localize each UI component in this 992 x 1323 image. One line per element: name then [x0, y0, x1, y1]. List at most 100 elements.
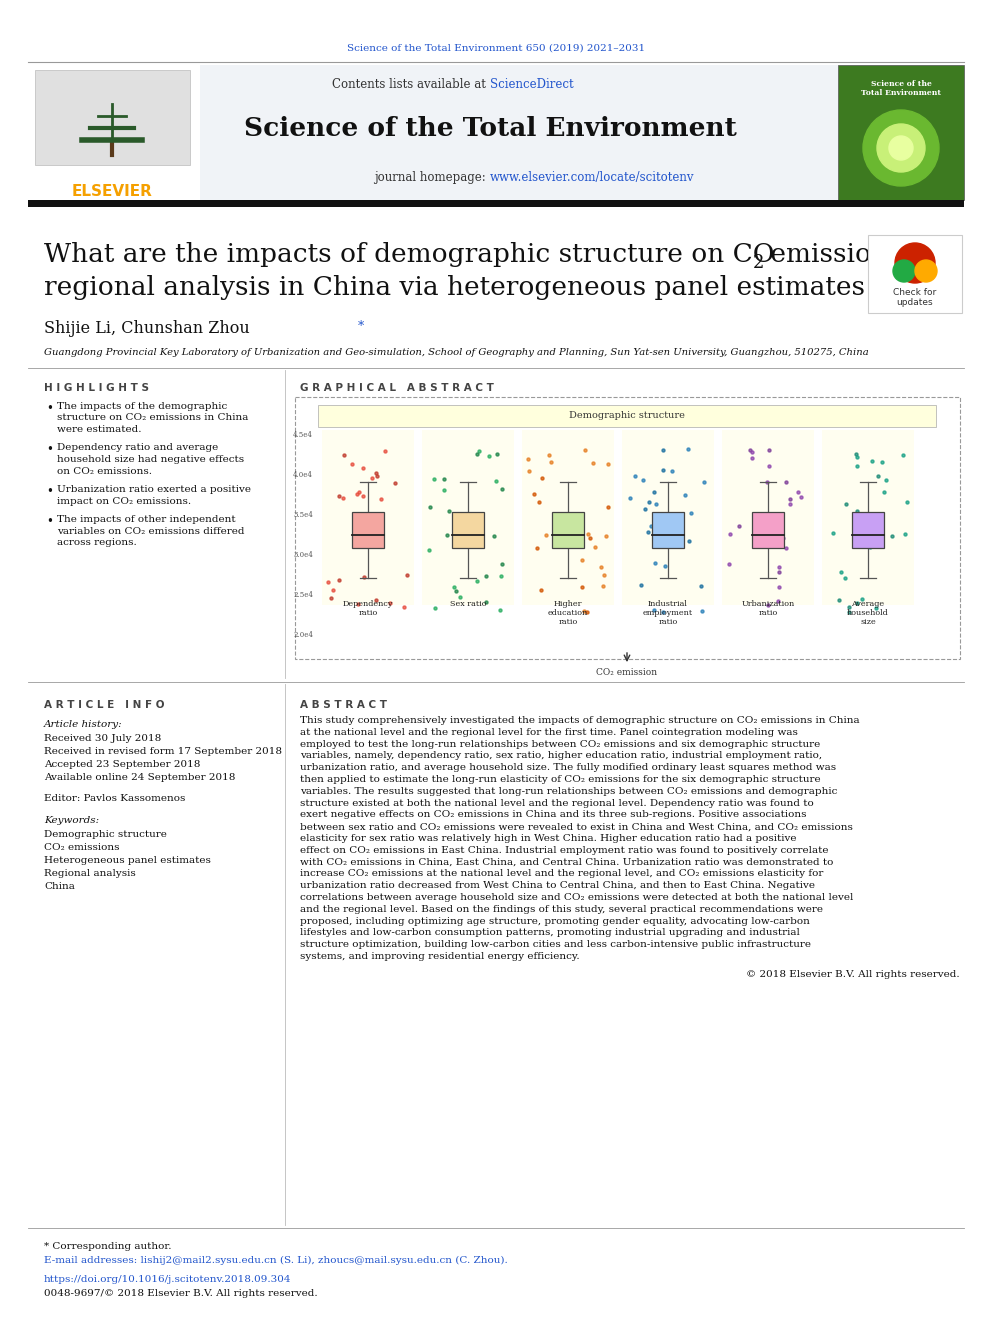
Bar — [652, 512, 684, 548]
Text: between sex ratio and CO₂ emissions were revealed to exist in China and West Chi: between sex ratio and CO₂ emissions were… — [300, 822, 853, 831]
Text: Guangdong Provincial Key Laboratory of Urbanization and Geo-simulation, School o: Guangdong Provincial Key Laboratory of U… — [44, 348, 869, 357]
Text: The impacts of other independent: The impacts of other independent — [57, 515, 236, 524]
Text: emissions? A: emissions? A — [762, 242, 943, 267]
Bar — [295, 397, 960, 659]
Text: Accepted 23 September 2018: Accepted 23 September 2018 — [44, 759, 200, 769]
Text: This study comprehensively investigated the impacts of demographic structure on : This study comprehensively investigated … — [300, 716, 860, 725]
Bar — [838, 65, 964, 200]
Text: •: • — [46, 443, 53, 456]
Text: Science of the
Total Environment: Science of the Total Environment — [861, 79, 941, 97]
Bar — [452, 512, 484, 548]
Text: were estimated.: were estimated. — [57, 425, 142, 434]
Text: 2.0e4: 2.0e4 — [293, 631, 313, 639]
Text: Shijie Li, Chunshan Zhou: Shijie Li, Chunshan Zhou — [44, 320, 250, 337]
Bar — [622, 430, 714, 605]
Text: •: • — [46, 515, 53, 528]
Text: effect on CO₂ emissions in East China. Industrial employment ratio was found to : effect on CO₂ emissions in East China. I… — [300, 845, 828, 855]
Text: 4.5e4: 4.5e4 — [293, 431, 313, 439]
Text: urbanization ratio, and average household size. The fully modified ordinary leas: urbanization ratio, and average househol… — [300, 763, 836, 773]
Bar — [28, 65, 964, 200]
Text: 3.0e4: 3.0e4 — [294, 550, 313, 560]
Bar — [322, 430, 414, 605]
Bar — [28, 200, 964, 206]
Text: Editor: Pavlos Kassomenos: Editor: Pavlos Kassomenos — [44, 794, 186, 803]
Bar — [422, 430, 514, 605]
Text: and the regional level. Based on the findings of this study, several practical r: and the regional level. Based on the fin… — [300, 905, 823, 914]
Bar — [35, 70, 190, 165]
Text: ELSEVIER: ELSEVIER — [71, 184, 153, 200]
Text: 0048-9697/© 2018 Elsevier B.V. All rights reserved.: 0048-9697/© 2018 Elsevier B.V. All right… — [44, 1289, 317, 1298]
Text: www.elsevier.com/locate/scitotenv: www.elsevier.com/locate/scitotenv — [490, 172, 694, 184]
Text: CO₂ emissions: CO₂ emissions — [44, 843, 119, 852]
Circle shape — [895, 243, 935, 283]
Text: impact on CO₂ emissions.: impact on CO₂ emissions. — [57, 496, 191, 505]
Text: elasticity for sex ratio was relatively high in West China. Higher education rat: elasticity for sex ratio was relatively … — [300, 833, 797, 843]
Bar — [318, 405, 936, 427]
Text: A B S T R A C T: A B S T R A C T — [300, 700, 387, 710]
Text: variables on CO₂ emissions differed: variables on CO₂ emissions differed — [57, 527, 244, 536]
Circle shape — [863, 110, 939, 187]
Text: ScienceDirect: ScienceDirect — [490, 78, 573, 91]
Text: Demographic structure: Demographic structure — [44, 830, 167, 839]
Bar — [28, 65, 200, 200]
Text: structure optimization, building low-carbon cities and less carbon-intensive pub: structure optimization, building low-car… — [300, 941, 811, 949]
Text: Urbanization ratio exerted a positive: Urbanization ratio exerted a positive — [57, 486, 251, 493]
Text: Urbanization
ratio: Urbanization ratio — [741, 601, 795, 618]
Circle shape — [915, 261, 937, 282]
Text: structure on CO₂ emissions in China: structure on CO₂ emissions in China — [57, 414, 248, 422]
Text: Dependency ratio and average: Dependency ratio and average — [57, 443, 218, 452]
Text: household size had negative effects: household size had negative effects — [57, 455, 244, 464]
Text: across regions.: across regions. — [57, 538, 137, 546]
Text: © 2018 Elsevier B.V. All rights reserved.: © 2018 Elsevier B.V. All rights reserved… — [746, 970, 960, 979]
Bar — [868, 235, 962, 314]
Bar — [852, 512, 884, 548]
Text: Sex ratio: Sex ratio — [449, 601, 486, 609]
Text: correlations between average household size and CO₂ emissions were detected at b: correlations between average household s… — [300, 893, 853, 902]
Text: regional analysis in China via heterogeneous panel estimates: regional analysis in China via heterogen… — [44, 275, 865, 300]
Text: * Corresponding author.: * Corresponding author. — [44, 1242, 172, 1252]
Text: •: • — [46, 486, 53, 497]
Bar — [722, 430, 814, 605]
Text: Average
household
size: Average household size — [847, 601, 889, 626]
Text: exert negative effects on CO₂ emissions in China and its three sub-regions. Posi: exert negative effects on CO₂ emissions … — [300, 811, 806, 819]
Text: with CO₂ emissions in China, East China, and Central China. Urbanization ratio w: with CO₂ emissions in China, East China,… — [300, 857, 833, 867]
Bar — [552, 512, 584, 548]
Text: https://doi.org/10.1016/j.scitotenv.2018.09.304: https://doi.org/10.1016/j.scitotenv.2018… — [44, 1275, 292, 1285]
Text: H I G H L I G H T S: H I G H L I G H T S — [44, 382, 149, 393]
Text: structure existed at both the national level and the regional level. Dependency : structure existed at both the national l… — [300, 799, 813, 807]
Text: Received in revised form 17 September 2018: Received in revised form 17 September 20… — [44, 747, 282, 755]
Text: Heterogeneous panel estimates: Heterogeneous panel estimates — [44, 856, 211, 865]
Text: on CO₂ emissions.: on CO₂ emissions. — [57, 467, 152, 475]
Circle shape — [889, 136, 913, 160]
Text: E-mail addresses: lishij2@mail2.sysu.edu.cn (S. Li), zhoucs@mail.sysu.edu.cn (C.: E-mail addresses: lishij2@mail2.sysu.edu… — [44, 1256, 508, 1265]
Text: What are the impacts of demographic structure on CO: What are the impacts of demographic stru… — [44, 242, 775, 267]
Text: China: China — [44, 882, 74, 890]
Text: Industrial
employment
ratio: Industrial employment ratio — [643, 601, 693, 626]
Text: increase CO₂ emissions at the national level and the regional level, and CO₂ emi: increase CO₂ emissions at the national l… — [300, 869, 823, 878]
Text: at the national level and the regional level for the first time. Panel cointegra: at the national level and the regional l… — [300, 728, 798, 737]
Bar — [522, 430, 614, 605]
Text: Keywords:: Keywords: — [44, 816, 99, 826]
Text: systems, and improving residential energy efficiency.: systems, and improving residential energ… — [300, 953, 579, 960]
Text: journal homepage:: journal homepage: — [375, 172, 490, 184]
Text: Higher
education
ratio: Higher education ratio — [548, 601, 588, 626]
Text: *: * — [354, 320, 364, 333]
Bar — [352, 512, 384, 548]
Text: urbanization ratio decreased from West China to Central China, and then to East : urbanization ratio decreased from West C… — [300, 881, 815, 890]
Text: Dependency
ratio: Dependency ratio — [343, 601, 393, 618]
Text: proposed, including optimizing age structure, promoting gender equality, advocat: proposed, including optimizing age struc… — [300, 917, 809, 926]
Text: Science of the Total Environment 650 (2019) 2021–2031: Science of the Total Environment 650 (20… — [347, 44, 645, 53]
Bar — [752, 512, 784, 548]
Text: A R T I C L E   I N F O: A R T I C L E I N F O — [44, 700, 165, 710]
Text: 4.0e4: 4.0e4 — [293, 471, 313, 479]
Bar — [822, 430, 914, 605]
Text: lifestyles and low-carbon consumption patterns, promoting industrial upgrading a: lifestyles and low-carbon consumption pa… — [300, 929, 800, 938]
Text: variables. The results suggested that long-run relationships between CO₂ emissio: variables. The results suggested that lo… — [300, 787, 837, 796]
Text: The impacts of the demographic: The impacts of the demographic — [57, 402, 227, 411]
Text: 3.5e4: 3.5e4 — [294, 511, 313, 519]
Text: variables, namely, dependency ratio, sex ratio, higher education ratio, industri: variables, namely, dependency ratio, sex… — [300, 751, 822, 761]
Text: Regional analysis: Regional analysis — [44, 869, 136, 878]
Text: 2.5e4: 2.5e4 — [293, 591, 313, 599]
Text: Science of the Total Environment: Science of the Total Environment — [244, 115, 736, 140]
Text: G R A P H I C A L   A B S T R A C T: G R A P H I C A L A B S T R A C T — [300, 382, 494, 393]
